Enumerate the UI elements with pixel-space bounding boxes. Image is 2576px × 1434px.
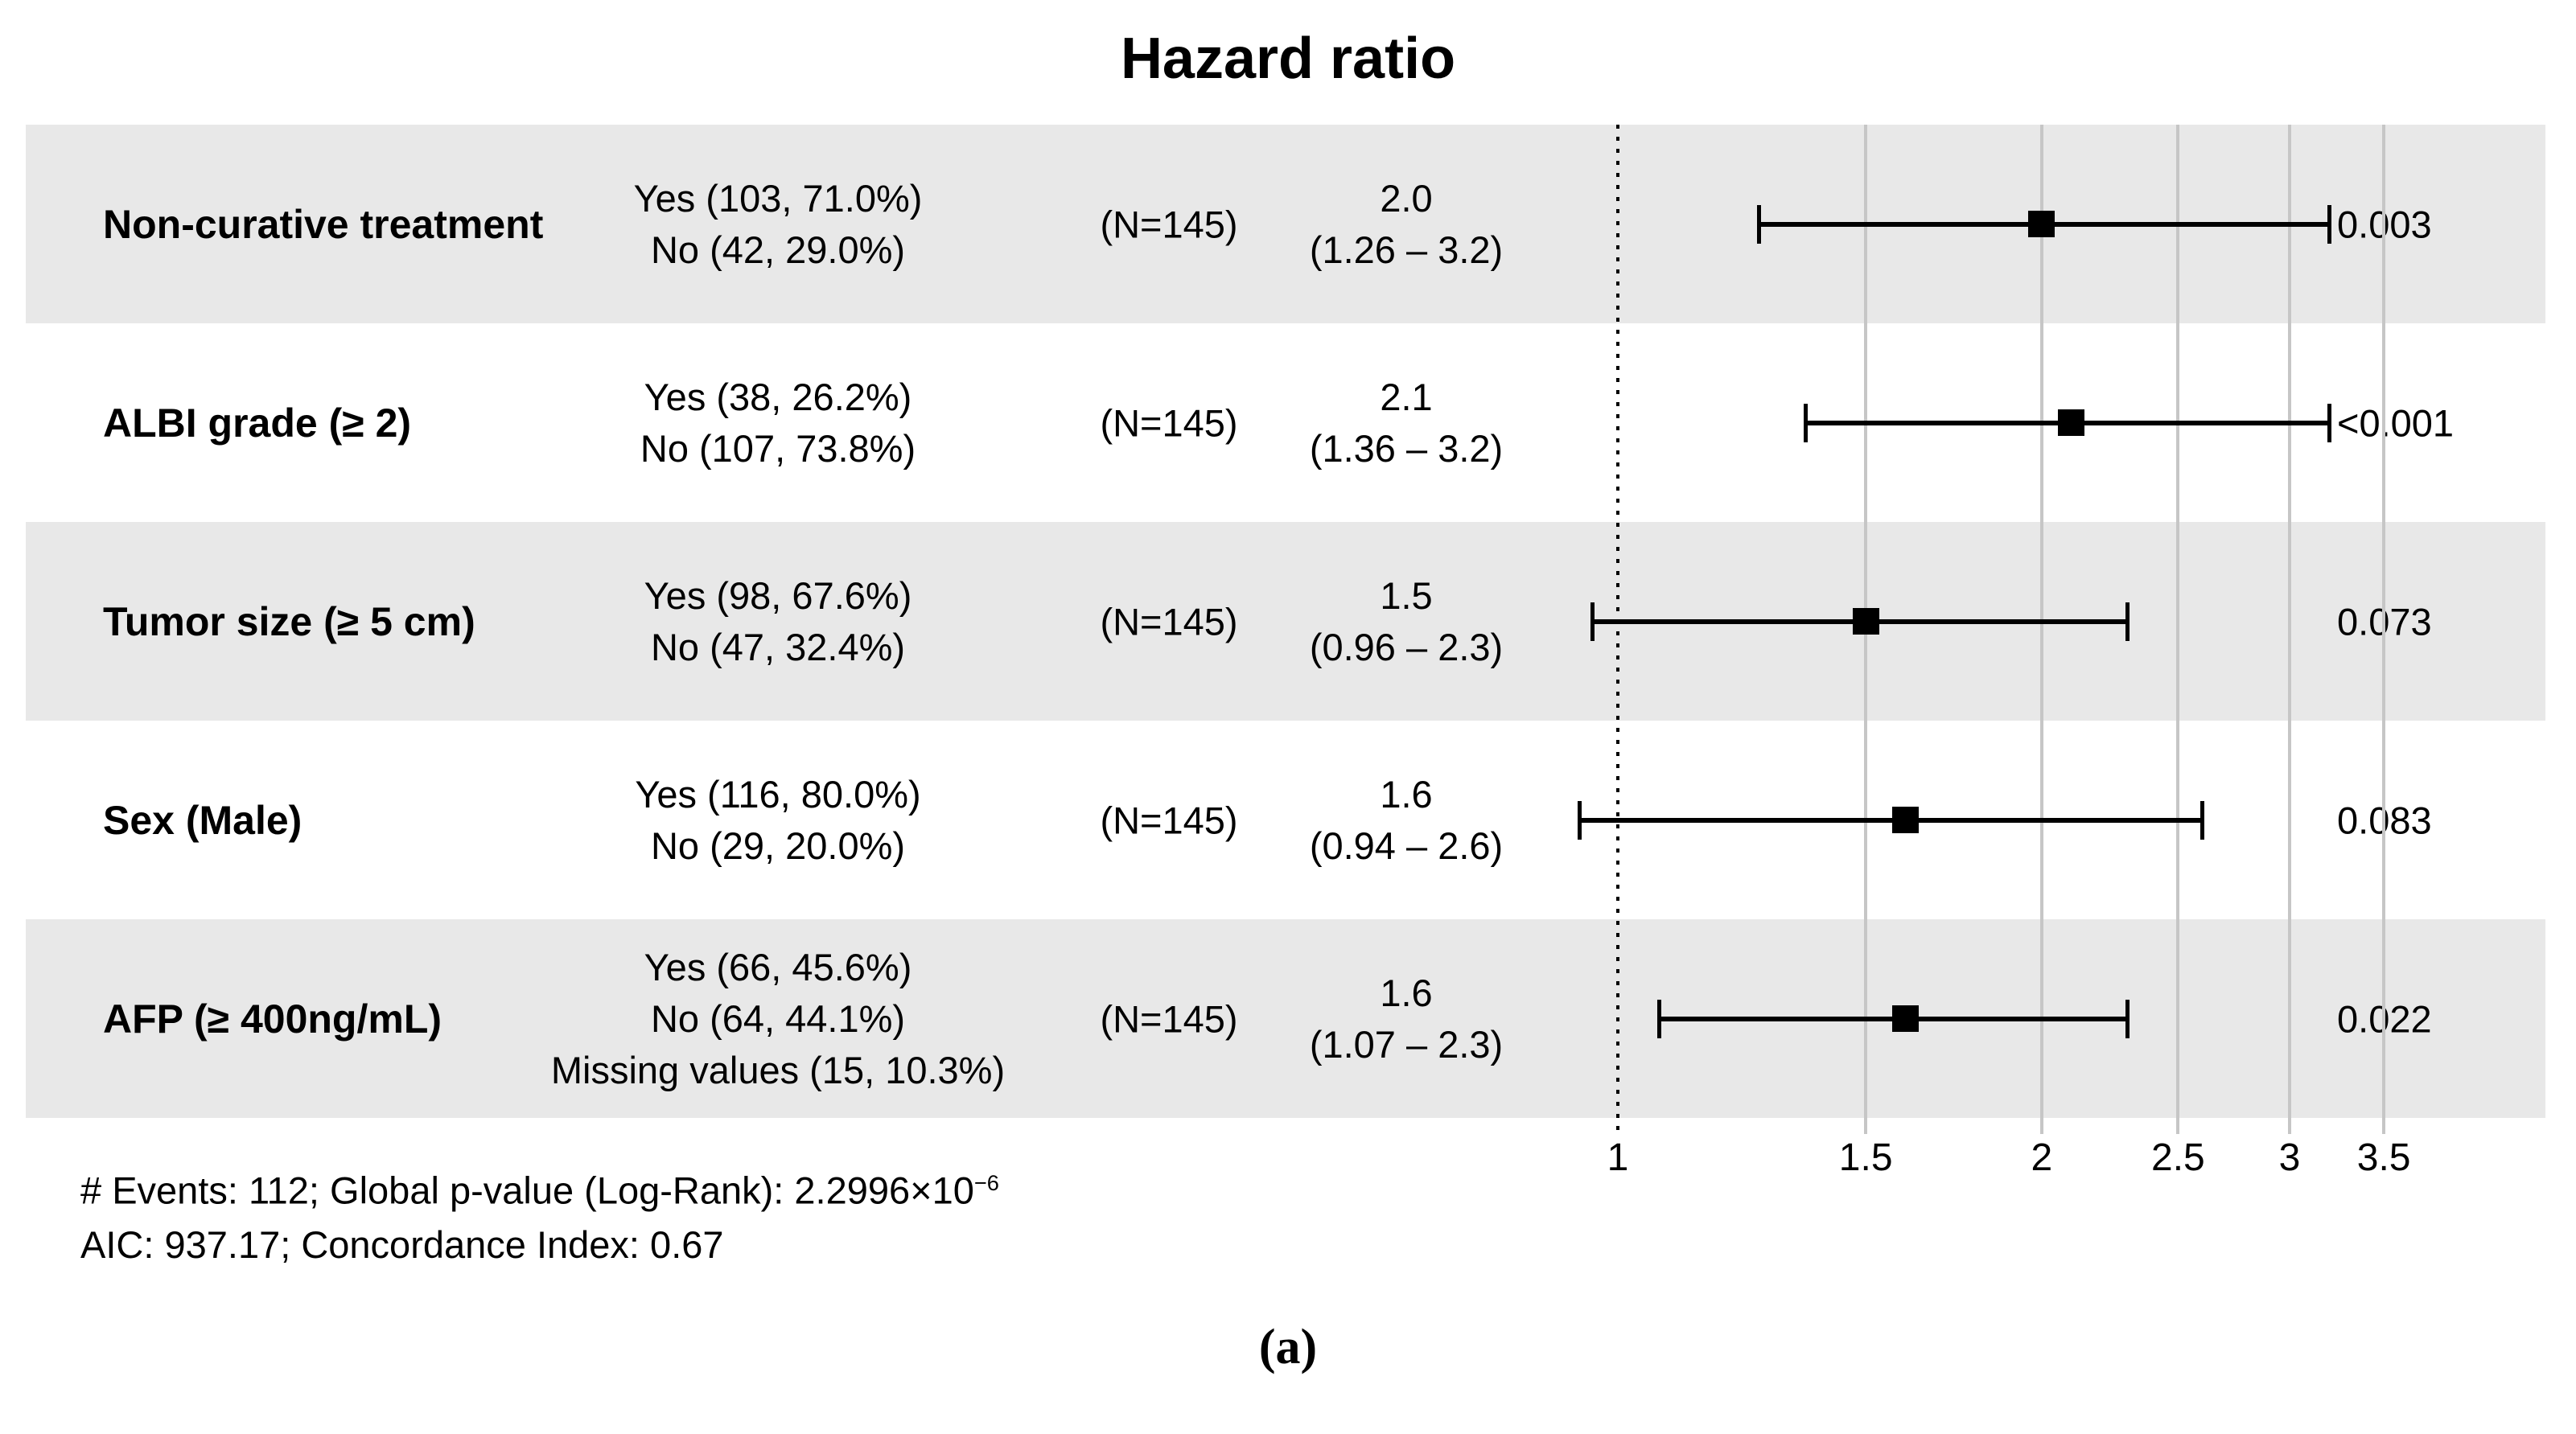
row-hr-estimate: 1.6 (1.07 – 2.3) [1310, 968, 1503, 1070]
row-levels: Yes (66, 45.6%) No (64, 44.1%) Missing v… [551, 942, 1005, 1096]
row-p-value: 0.022 [2337, 997, 2432, 1040]
row-p-value: 0.073 [2337, 600, 2432, 643]
row-band-tumor-size: Tumor size (≥ 5 cm) Yes (98, 67.6%) No (… [26, 522, 2545, 721]
row-hr-estimate: 2.0 (1.26 – 3.2) [1310, 173, 1503, 276]
footnote-line-2: AIC: 937.17; Concordance Index: 0.67 [80, 1222, 724, 1266]
row-level-line: No (107, 73.8%) [640, 426, 916, 470]
hr-value: 1.6 [1380, 971, 1433, 1014]
axis-tick-label: 1 [1607, 1136, 1629, 1179]
row-variable: AFP (≥ 400ng/mL) [103, 996, 442, 1042]
hr-value: 1.6 [1380, 772, 1433, 816]
row-band-non-curative-treatment: Non-curative treatment Yes (103, 71.0%) … [26, 125, 2545, 323]
row-level-line: Yes (66, 45.6%) [644, 945, 912, 988]
row-hr-estimate: 1.5 (0.96 – 2.3) [1310, 570, 1503, 673]
row-p-value: <0.001 [2337, 401, 2455, 444]
row-level-line: Yes (116, 80.0%) [635, 772, 921, 816]
hr-ci: (0.96 – 2.3) [1309, 625, 1504, 668]
hr-ci: (1.26 – 3.2) [1309, 228, 1504, 271]
row-level-line: No (64, 44.1%) [650, 996, 906, 1040]
hr-value: 2.0 [1380, 176, 1433, 220]
row-level-line: Yes (38, 26.2%) [644, 375, 912, 418]
row-variable: Non-curative treatment [103, 201, 544, 247]
footnote-line-1-exponent: −6 [973, 1170, 999, 1195]
footnote-line-1: # Events: 112; Global p-value (Log-Rank)… [80, 1156, 999, 1218]
row-n: (N=145) [1100, 203, 1238, 245]
hr-ci: (0.94 – 2.6) [1309, 824, 1504, 867]
chart-title: Hazard ratio [1120, 27, 1456, 91]
row-band-albi-grade: ALBI grade (≥ 2) Yes (38, 26.2%) No (107… [26, 323, 2545, 522]
row-level-line: No (42, 29.0%) [650, 228, 906, 271]
row-n: (N=145) [1100, 600, 1238, 643]
hr-ci: (1.36 – 3.2) [1309, 426, 1504, 470]
hr-value: 2.1 [1380, 375, 1433, 418]
axis-tick-label: 3.5 [2356, 1136, 2411, 1179]
row-n: (N=145) [1100, 997, 1238, 1040]
row-levels: Yes (116, 80.0%) No (29, 20.0%) [635, 769, 920, 872]
row-hr-estimate: 2.1 (1.36 – 3.2) [1310, 372, 1503, 475]
row-levels: Yes (103, 71.0%) No (42, 29.0%) [634, 173, 923, 276]
row-level-line: Yes (103, 71.0%) [633, 176, 923, 220]
row-band-afp: AFP (≥ 400ng/mL) Yes (66, 45.6%) No (64,… [26, 919, 2545, 1118]
row-levels: Yes (38, 26.2%) No (107, 73.8%) [640, 372, 916, 475]
axis-tick-label: 1.5 [1838, 1136, 1893, 1179]
row-p-value: 0.003 [2337, 203, 2432, 245]
axis-tick-label: 2 [2031, 1136, 2053, 1179]
row-variable: Sex (Male) [103, 797, 302, 843]
row-level-line: Yes (98, 67.6%) [644, 573, 912, 617]
row-p-value: 0.083 [2337, 799, 2432, 841]
axis-tick-label: 3 [2278, 1136, 2301, 1179]
row-n: (N=145) [1100, 401, 1238, 444]
row-level-line: Missing values (15, 10.3%) [550, 1048, 1006, 1091]
figure-sublabel: (a) [1258, 1320, 1318, 1374]
row-level-line: No (29, 20.0%) [650, 824, 906, 867]
footnote: # Events: 112; Global p-value (Log-Rank)… [80, 1156, 999, 1272]
axis-tick-label: 2.5 [2151, 1136, 2205, 1179]
row-band-sex: Sex (Male) Yes (116, 80.0%) No (29, 20.0… [26, 721, 2545, 919]
hr-ci: (1.07 – 2.3) [1309, 1022, 1504, 1066]
row-variable: Tumor size (≥ 5 cm) [103, 598, 475, 644]
row-levels: Yes (98, 67.6%) No (47, 32.4%) [644, 570, 912, 673]
footnote-line-1-text: # Events: 112; Global p-value (Log-Rank)… [80, 1169, 974, 1212]
row-hr-estimate: 1.6 (0.94 – 2.6) [1310, 769, 1503, 872]
row-variable: ALBI grade (≥ 2) [103, 400, 412, 446]
row-level-line: No (47, 32.4%) [650, 625, 906, 668]
row-n: (N=145) [1100, 799, 1238, 841]
hr-value: 1.5 [1380, 573, 1433, 617]
